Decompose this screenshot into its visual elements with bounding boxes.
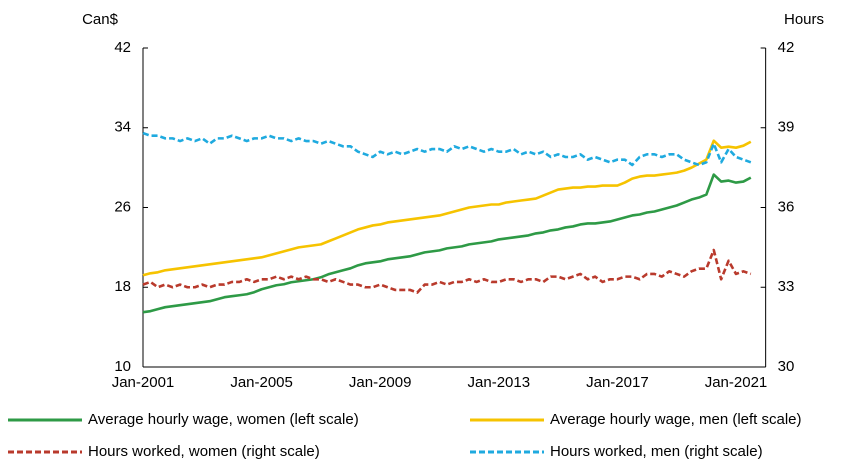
y-tick-label: 18 xyxy=(114,278,131,295)
y2-tick-label: 30 xyxy=(778,358,795,375)
x-tick-label: Jan-2001 xyxy=(112,374,175,391)
legend-label: Hours worked, men (right scale) xyxy=(550,443,763,460)
y2-axis-label: Hours xyxy=(784,11,824,28)
x-tick-label: Jan-2005 xyxy=(230,374,293,391)
y2-tick-label: 39 xyxy=(778,119,795,136)
y2-tick-label: 33 xyxy=(778,278,795,295)
series-line xyxy=(142,248,752,294)
y-tick-label: 42 xyxy=(114,39,131,56)
legend-label: Hours worked, women (right scale) xyxy=(88,443,320,460)
series-line xyxy=(142,173,752,314)
series-line xyxy=(142,131,752,167)
x-tick-label: Jan-2009 xyxy=(349,374,412,391)
y-tick-label: 26 xyxy=(114,198,131,215)
y-tick-label: 34 xyxy=(114,119,131,136)
legend-label: Average hourly wage, women (left scale) xyxy=(88,411,359,428)
x-tick-label: Jan-2013 xyxy=(468,374,531,391)
x-tick-label: Jan-2021 xyxy=(705,374,768,391)
y2-tick-label: 36 xyxy=(778,198,795,215)
x-tick-label: Jan-2017 xyxy=(586,374,649,391)
y2-tick-label: 42 xyxy=(778,39,795,56)
legend-label: Average hourly wage, men (left scale) xyxy=(550,411,802,428)
y-tick-label: 10 xyxy=(114,358,131,375)
series-line xyxy=(142,139,752,277)
y-axis-label: Can$ xyxy=(82,11,119,28)
